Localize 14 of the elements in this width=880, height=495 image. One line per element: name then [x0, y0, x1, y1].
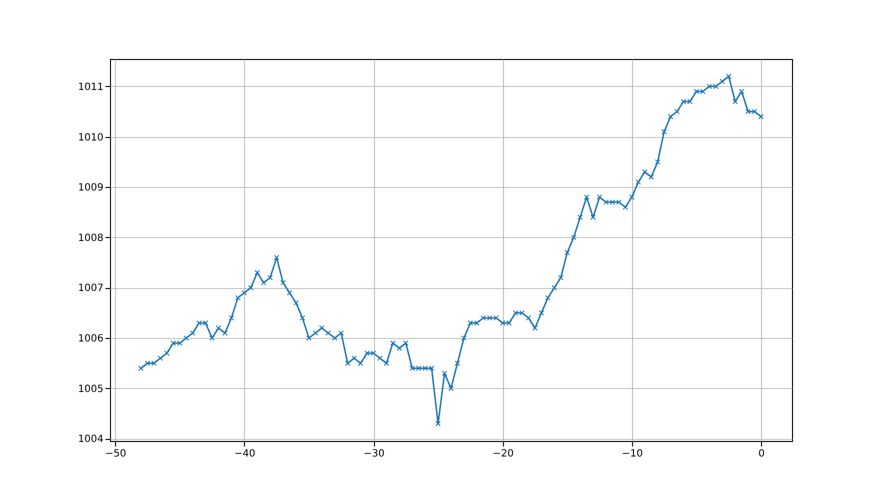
y-tick-label: 1011	[78, 82, 104, 93]
y-tick-label: 1006	[78, 334, 104, 345]
y-tick-label: 1005	[78, 384, 104, 395]
x-tick-label: −40	[234, 448, 256, 460]
x-tick-label: 0	[758, 448, 765, 460]
y-tick-label: 1010	[78, 132, 104, 144]
y-tick-label: 1004	[78, 434, 104, 446]
y-tick-label: 1007	[78, 283, 104, 294]
x-tick-label: −20	[492, 448, 514, 460]
x-tick-label: −50	[105, 448, 126, 460]
x-tick-label: −10	[622, 448, 643, 460]
y-tick-label: 1008	[78, 232, 104, 244]
y-tick-label: 1009	[78, 182, 104, 194]
x-tick-label: −30	[363, 448, 385, 460]
